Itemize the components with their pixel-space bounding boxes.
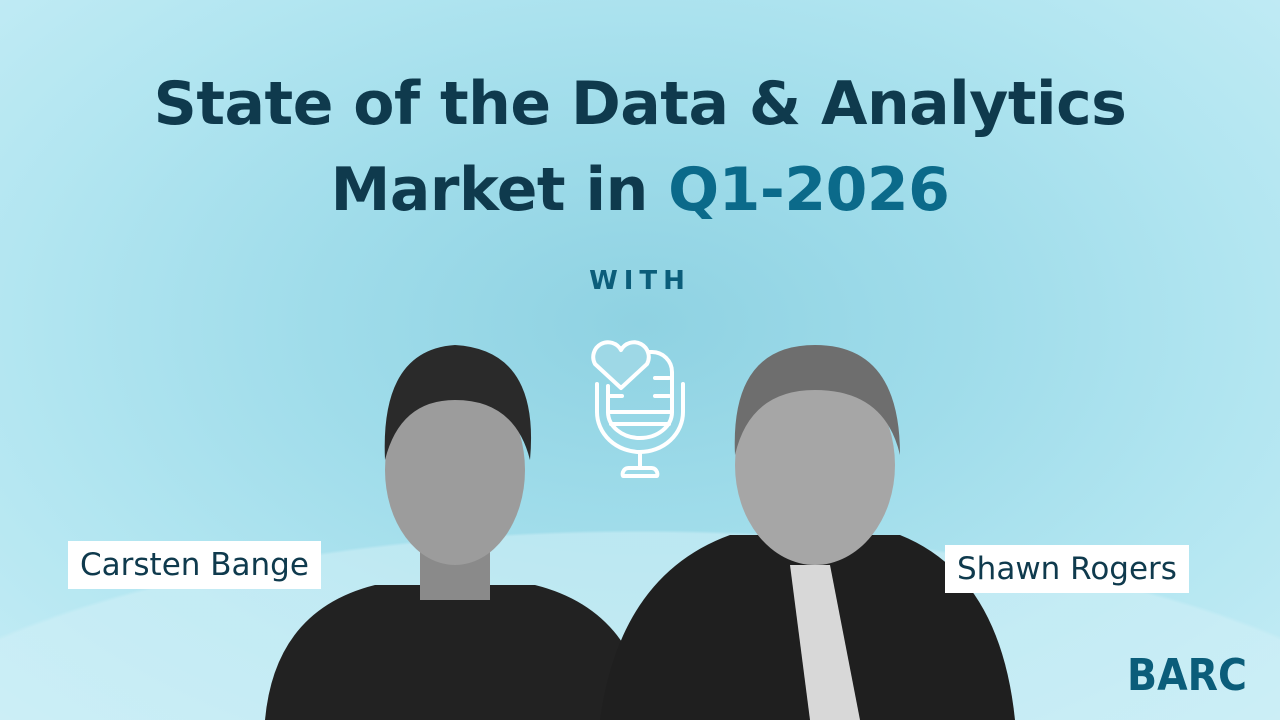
speaker-photo-shawn-rogers bbox=[600, 345, 1015, 720]
speaker-name-tag-1: Carsten Bange bbox=[68, 541, 321, 589]
speaker-name-tag-2: Shawn Rogers bbox=[945, 545, 1189, 593]
speaker-photo-carsten-bange bbox=[265, 345, 650, 720]
podcast-microphone-heart-icon bbox=[591, 340, 685, 478]
title-accent: Q1-2026 bbox=[668, 155, 950, 225]
title-line-1: State of the Data & Analytics bbox=[153, 69, 1127, 139]
svg-text:BARC: BARC bbox=[1127, 650, 1247, 696]
barc-logo: BARC bbox=[1127, 650, 1247, 696]
title-line-2: Market in Q1-2026 bbox=[0, 146, 1280, 234]
with-label: WITH bbox=[589, 266, 691, 296]
title-prefix: Market in bbox=[330, 155, 669, 225]
